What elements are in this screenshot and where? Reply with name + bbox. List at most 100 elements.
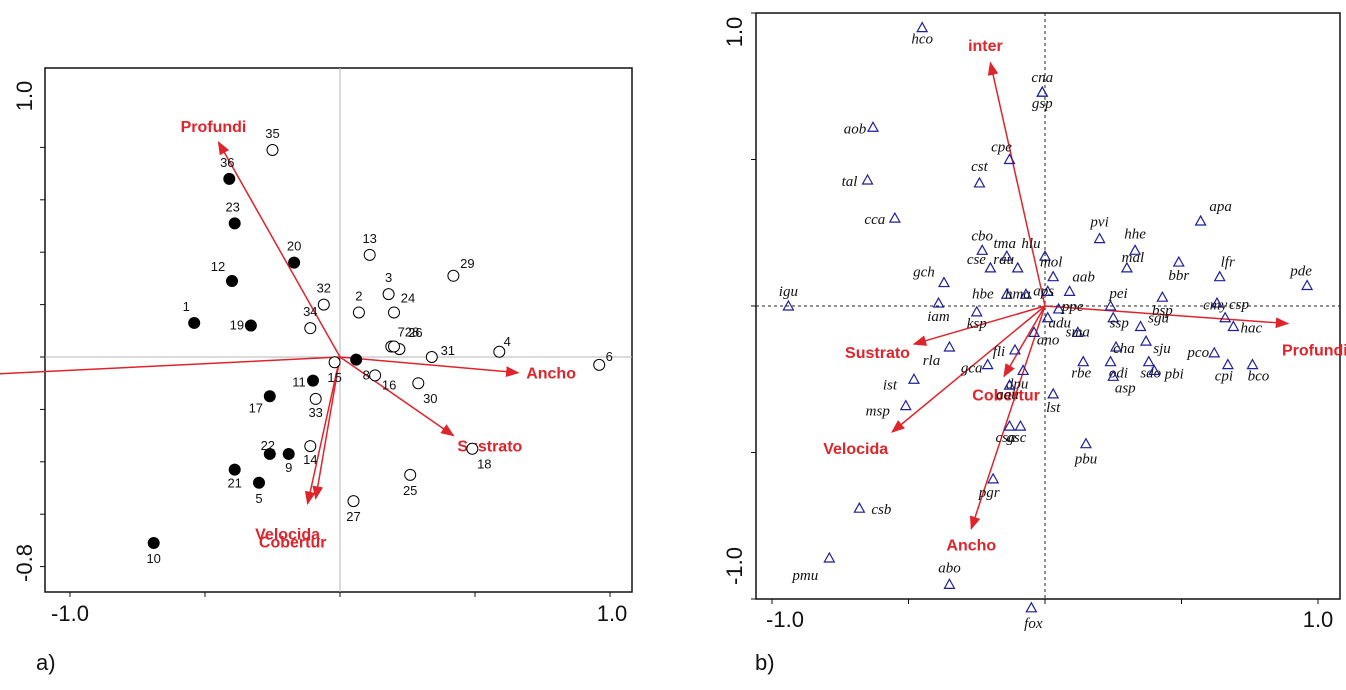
panel-b-species-bbr (1172, 255, 1185, 267)
panel-b-species-label-rla: rla (923, 353, 941, 369)
panel-a-site-label-12: 12 (211, 259, 225, 274)
panel-b-species-igu (782, 299, 795, 311)
panel-b-species-label-aau: aau (996, 387, 1019, 403)
panel-b-xtick-left: -1.0 (766, 607, 804, 632)
panel-b-ytick-bottom: -1.0 (722, 547, 747, 585)
panel-a-vector-label-ancho: Ancho (526, 366, 576, 383)
panel-a-site-19 (244, 319, 257, 332)
panel-b-species-label-ist: ist (883, 377, 898, 393)
panel-b-species-gca (981, 358, 994, 370)
panel-a-site-16 (369, 369, 382, 382)
panel-b-species-csa (1003, 419, 1016, 431)
panel-a-site-23 (228, 217, 241, 230)
panel-b-species-cbo (976, 244, 989, 255)
panel-a-xtick-right: 1.0 (597, 601, 628, 626)
panel-b-species-label-pei: pei (1108, 286, 1127, 302)
panel-b-species-tma (1000, 249, 1013, 261)
panel-b-species-label-cst: cst (971, 159, 988, 175)
panel-b-vector-label-cobertur: Cobertur (972, 387, 1040, 404)
panel-b-species-cha (1109, 340, 1122, 352)
panel-b-species-ist (907, 373, 920, 384)
panel-b-species-label-sma: sma (1066, 324, 1090, 340)
panel-a-ytick-top: 1.0 (12, 81, 37, 112)
panel-b-species-lfr (1213, 270, 1226, 282)
panel-b-species-mal (1120, 261, 1133, 273)
panel-a-site-label-8: 8 (363, 368, 370, 383)
panel-a-site-label-19: 19 (230, 318, 244, 333)
panel-a-site-11 (307, 374, 319, 387)
panel-b-species-bsp (1156, 290, 1169, 302)
panel-b-species-label-rau: rau (993, 252, 1014, 268)
panel-a-site-35 (266, 144, 279, 157)
panel-a-site-5 (253, 476, 265, 489)
panel-a-site-17 (263, 390, 276, 403)
panel-b-xtick-right: 1.0 (1303, 607, 1334, 632)
panel-b-species-label-csb: csb (871, 502, 891, 518)
panel-b-species-adu (1041, 311, 1054, 323)
panel-b-species-iam (932, 296, 945, 308)
panel-a-site-15 (328, 356, 341, 369)
panel-b-species-label-dpu: dpu (1006, 376, 1029, 392)
panel-b-label: b) (755, 650, 775, 675)
panel-a-vector-inter (0, 356, 341, 375)
panel-a-site-36 (223, 172, 236, 185)
panel-b-species-hbe (1000, 288, 1013, 299)
panel-a-site-label-6: 6 (606, 349, 613, 364)
panel-b-species-label-ppe: ppe (1061, 299, 1084, 315)
panel-b-species-label-fox: fox (1024, 616, 1043, 632)
panel-b-species-label-hhe: hhe (1124, 226, 1146, 242)
panel-b-species-label-mal: mal (1122, 250, 1145, 266)
panel-a-site-label-35: 35 (265, 126, 279, 141)
panel-a-env-vectors: ProfundiinterAnchoSustratoVelocidaCobert… (0, 119, 576, 551)
panel-b-species-cmy (1219, 311, 1232, 323)
panel-a-site-label-1: 1 (183, 299, 190, 314)
panel-b-ticks (751, 12, 1319, 604)
panel-b-species-label-abo: abo (938, 560, 961, 576)
panel-a-site-label-24: 24 (401, 290, 415, 305)
panel-b-vector-inter (987, 61, 1046, 307)
panel-a-site-label-25: 25 (403, 483, 417, 498)
panel-a-site-10 (147, 537, 160, 550)
panel-b-species-pbu (1079, 437, 1092, 449)
panel-b-species-label-odi: odi (1109, 366, 1128, 382)
panel-b-vector-label-ancho: Ancho (946, 538, 996, 555)
panel-a-site-label-10: 10 (146, 551, 160, 566)
panel-b-species-label-hma: hma (1005, 286, 1031, 302)
panel-a-vector-cobertur (312, 356, 341, 500)
panel-a-site-2 (352, 306, 365, 319)
panel-a-vector-label-profundi: Profundi (181, 119, 247, 136)
panel-b-species-msp (899, 399, 912, 411)
panel-b-species-label-fli: fli (993, 344, 1006, 360)
panel-b-species-hma (1019, 288, 1032, 299)
panel-b-species-label-sgu: sgu (1148, 311, 1169, 327)
panel-b-species-cse (984, 261, 997, 273)
panel-b-species-sma (1071, 326, 1084, 337)
panel-b-species-label-ksp: ksp (967, 316, 987, 332)
panel-a-site-30 (412, 377, 425, 390)
panel-b-species-label-gch: gch (913, 265, 935, 281)
panel-b-species-label-bsp: bsp (1152, 303, 1173, 319)
panel-b-species-pbi (1148, 364, 1161, 376)
panel-b-species-label-asp: asp (1115, 380, 1136, 396)
panel-a-site-label-29: 29 (460, 256, 474, 271)
panel-b-species-bco (1246, 358, 1259, 370)
panel-b-species-label-cmy: cmy (1203, 298, 1227, 314)
panel-b-species-mol (1047, 270, 1060, 282)
panel-b-vector-label-profundi: Profundi (1282, 343, 1346, 360)
panel-b-species-aab (1063, 285, 1076, 296)
panel-b-species-label-cse: cse (967, 252, 986, 268)
panel-a-site-label-4: 4 (504, 334, 511, 349)
panel-a-biplot: ProfundiinterAnchoSustratoVelocidaCobert… (0, 67, 633, 675)
panel-b-species-pgr (987, 472, 1000, 484)
panel-a-site-label-21: 21 (227, 476, 241, 491)
panel-b-species-label-hbe: hbe (972, 286, 994, 302)
panel-b-species-ksp (970, 305, 983, 317)
panel-b-vector-label-velocida: Velocida (823, 441, 888, 458)
panel-a-site-label-17: 17 (249, 400, 263, 415)
panel-b-species-label-bco: bco (1248, 369, 1270, 385)
panel-b-species-label-tma: tma (994, 236, 1017, 252)
panel-b-species-csb (853, 501, 866, 513)
panel-b-species-pmu (823, 551, 836, 563)
panel-b-species-aps (1041, 285, 1054, 296)
